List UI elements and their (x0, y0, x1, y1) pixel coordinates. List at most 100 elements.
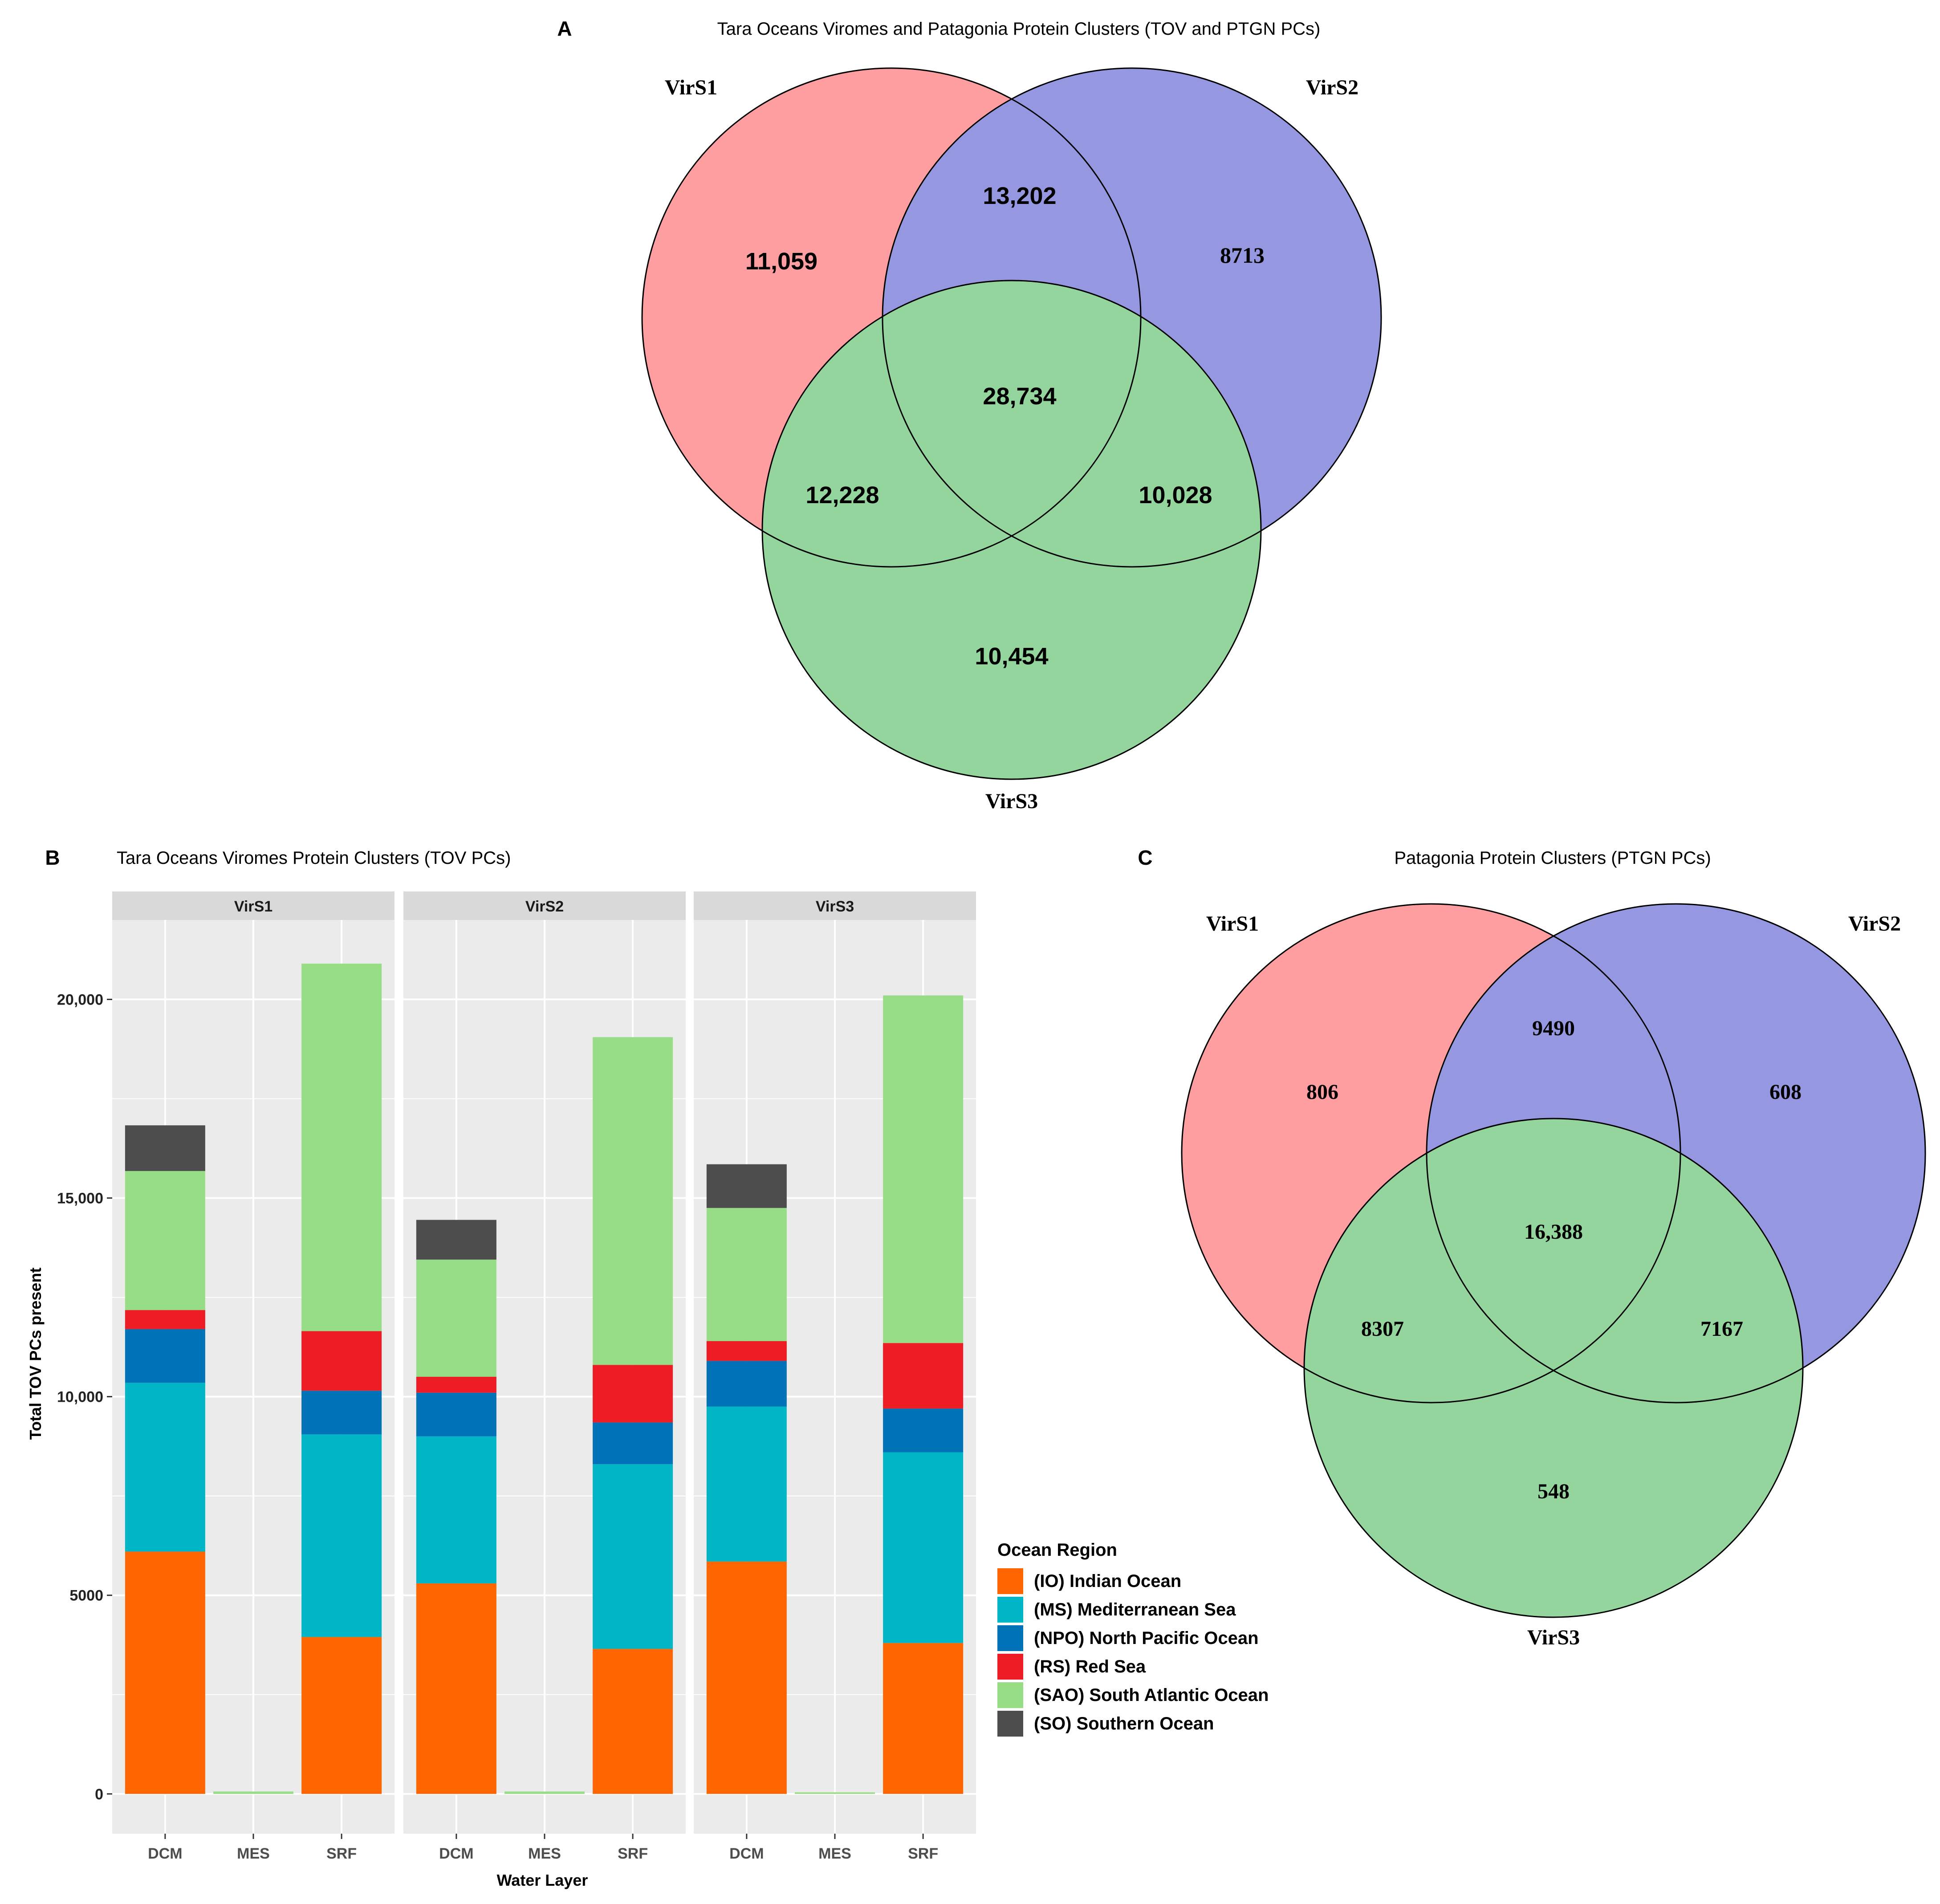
bar-segment-virs1-srf (301, 1331, 382, 1391)
bar-segment-virs3-dcm (706, 1208, 787, 1341)
panel-b-bar-chart: B Tara Oceans Viromes Protein Clusters (… (26, 846, 1269, 1889)
venn-c-count-s1-s3: 8307 (1361, 1317, 1404, 1341)
panel-b-letter: B (45, 846, 60, 869)
bar-segment-virs2-srf (593, 1365, 673, 1423)
bar-segment-virs2-dcm (416, 1392, 496, 1436)
bar-segment-virs2-dcm (416, 1583, 496, 1794)
bar-segment-virs2-srf (593, 1422, 673, 1465)
bar-segment-virs3-mes (795, 1792, 875, 1794)
facet-virs2: VirS2 (403, 891, 686, 1834)
bar-segment-virs3-dcm (706, 1341, 787, 1361)
legend: Ocean Region (IO) Indian Ocean (MS) Medit… (997, 1540, 1269, 1737)
facet-strip (694, 891, 976, 920)
panel-c-title: Patagonia Protein Clusters (PTGN PCs) (1394, 848, 1711, 868)
legend-label: (IO) Indian Ocean (1034, 1571, 1181, 1591)
venn-a-circle-virs3 (762, 281, 1261, 779)
bar-segment-virs1-dcm (125, 1171, 205, 1310)
legend-swatch (997, 1711, 1023, 1737)
venn-a-label-virs2: VirS2 (1306, 76, 1358, 99)
bar-segment-virs2-mes (504, 1791, 585, 1794)
venn-a-count-s1-s2: 13,202 (983, 183, 1056, 209)
legend-swatch (997, 1682, 1023, 1708)
y-tick-label: 15,000 (57, 1190, 103, 1207)
venn-c-label-virs3: VirS3 (1527, 1626, 1580, 1649)
x-tick-label: DCM (148, 1845, 182, 1862)
x-tick-label: DCM (729, 1845, 764, 1862)
legend-swatch (997, 1597, 1023, 1623)
venn-c-label-virs2: VirS2 (1848, 912, 1901, 936)
bar-segment-virs1-srf (301, 1391, 382, 1435)
bar-segment-virs3-srf (883, 1452, 964, 1643)
bar-segment-virs3-srf (883, 995, 964, 1343)
venn-c-count-s2-only: 608 (1769, 1080, 1802, 1104)
venn-a-count-s2-only: 8713 (1220, 243, 1265, 268)
panel-a-circles (642, 68, 1381, 779)
bar-segment-virs2-dcm (416, 1436, 496, 1583)
bar-segment-virs1-dcm (125, 1329, 205, 1383)
y-tick-label: 5000 (69, 1587, 103, 1604)
legend-swatch (997, 1568, 1023, 1594)
bar-segment-virs1-dcm (125, 1383, 205, 1552)
bar-segment-virs2-dcm (416, 1377, 496, 1393)
bar-segment-virs2-srf (593, 1037, 673, 1365)
venn-a-count-s3-only: 10,454 (975, 643, 1048, 670)
venn-c-count-s1-only: 806 (1306, 1080, 1338, 1104)
bar-segment-virs1-srf (301, 1434, 382, 1637)
bar-segment-virs2-dcm (416, 1259, 496, 1377)
venn-a-label-virs1: VirS1 (665, 76, 717, 99)
legend-label: (RS) Red Sea (1034, 1657, 1146, 1676)
facet-virs1: VirS1 (112, 891, 395, 1834)
bar-segment-virs3-srf (883, 1343, 964, 1409)
panel-b-title: Tara Oceans Viromes Protein Clusters (TO… (117, 848, 511, 868)
bar-segment-virs2-srf (593, 1464, 673, 1649)
bar-segment-virs3-dcm (706, 1406, 787, 1562)
facet-strip-label: VirS3 (816, 898, 854, 915)
venn-a-count-s2-s3: 10,028 (1139, 482, 1212, 509)
facet-virs3: VirS3 (694, 891, 976, 1834)
x-axis-title: Water Layer (497, 1871, 588, 1889)
legend-items: (IO) Indian Ocean (MS) Mediterranean Sea (… (997, 1568, 1269, 1737)
bar-segment-virs1-srf (301, 964, 382, 1331)
venn-a-label-virs3: VirS3 (985, 789, 1038, 813)
legend-swatch (997, 1654, 1023, 1680)
bar-segment-virs3-srf (883, 1408, 964, 1452)
venn-a-outline-virs2 (882, 67, 1382, 568)
facet-strip (403, 891, 686, 920)
x-tick-label: DCM (439, 1845, 473, 1862)
legend-label: (SO) Southern Ocean (1034, 1714, 1214, 1733)
y-tick-label: 10,000 (57, 1389, 103, 1406)
venn-c-label-virs1: VirS1 (1206, 912, 1259, 936)
legend-label: (NPO) North Pacific Ocean (1034, 1628, 1259, 1648)
bar-segment-virs2-srf (593, 1649, 673, 1794)
venn-c-count-s3-only: 548 (1537, 1480, 1570, 1503)
y-tick-label: 0 (95, 1786, 103, 1803)
panel-a-title: Tara Oceans Viromes and Patagonia Protei… (717, 19, 1321, 39)
venn-a-outline-virs1 (641, 67, 1142, 568)
bar-segment-virs3-dcm (706, 1361, 787, 1407)
bar-segment-virs1-dcm (125, 1125, 205, 1171)
panel-c-circles (1182, 904, 1925, 1617)
bar-segment-virs1-mes (213, 1791, 293, 1794)
facet-strip (112, 891, 395, 920)
x-tick-label: SRF (908, 1845, 938, 1862)
facet-panels: VirS1 VirS2 VirS3 (112, 891, 976, 1834)
panel-a-letter: A (557, 17, 572, 40)
y-tick-label: 20,000 (57, 991, 103, 1008)
legend-label: (SAO) South Atlantic Ocean (1034, 1685, 1269, 1705)
venn-a-count-s1-only: 11,059 (745, 248, 817, 275)
x-tick-label: SRF (618, 1845, 648, 1862)
legend-swatch (997, 1625, 1023, 1651)
venn-a-outline-virs3 (761, 280, 1262, 780)
x-tick-label: SRF (326, 1845, 357, 1862)
venn-c-count-all: 16,388 (1524, 1220, 1583, 1244)
panel-c-letter: C (1138, 846, 1152, 869)
bar-segment-virs1-dcm (125, 1310, 205, 1329)
bar-segment-virs1-srf (301, 1637, 382, 1794)
venn-c-outline-virs3 (1303, 1118, 1804, 1618)
venn-a-count-all: 28,734 (983, 383, 1056, 410)
panel-a-venn: A Tara Oceans Viromes and Patagonia Prot… (557, 17, 1382, 813)
facet-strip-label: VirS2 (525, 898, 564, 915)
legend-title: Ocean Region (997, 1540, 1117, 1560)
x-tick-label: MES (237, 1845, 270, 1862)
